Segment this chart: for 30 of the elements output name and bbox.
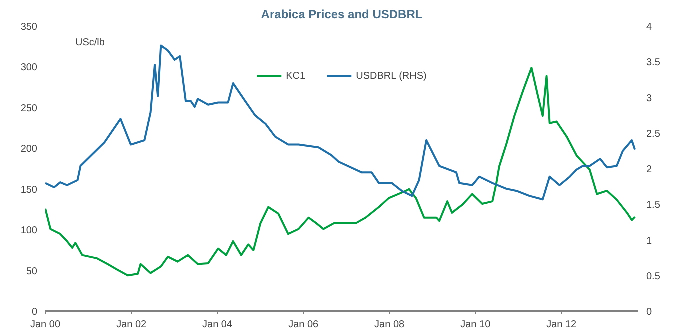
y2-tick-label: 2.5 bbox=[646, 128, 661, 140]
y-tick-label: 100 bbox=[20, 226, 38, 237]
chart-title: Arabica Prices and USDBRL bbox=[261, 8, 423, 22]
y2-tick-label: 3 bbox=[646, 93, 652, 104]
y2-tick-label: 1.5 bbox=[646, 200, 661, 212]
line-series bbox=[46, 44, 636, 201]
y2-tick-label: 0 bbox=[646, 307, 652, 318]
x-tick-label: Jan 04 bbox=[202, 320, 233, 330]
x-tick-label: Jan 00 bbox=[30, 320, 61, 330]
y2-tick-label: 4 bbox=[646, 22, 652, 33]
y-tick-label: 350 bbox=[20, 22, 38, 33]
y-tick-label: 150 bbox=[20, 184, 38, 196]
y2-tick-label: 2 bbox=[646, 164, 652, 176]
x-tick-label: Jan 10 bbox=[460, 320, 492, 330]
y-tick-label: 50 bbox=[26, 266, 38, 278]
x-tick-label: Jan 06 bbox=[288, 320, 320, 330]
y-tick-label: 300 bbox=[20, 62, 38, 74]
y-tick-label: 0 bbox=[32, 307, 38, 318]
line-series bbox=[46, 67, 636, 277]
x-tick-label: Jan 08 bbox=[374, 320, 406, 330]
y-tick-label: 200 bbox=[20, 144, 38, 156]
y2-tick-label: 0.5 bbox=[646, 271, 661, 282]
x-tick-label: Jan 12 bbox=[546, 320, 578, 330]
y-tick-label: 250 bbox=[20, 103, 38, 114]
legend-label: KC1 bbox=[286, 70, 306, 82]
legend-label: USDBRL (RHS) bbox=[356, 70, 427, 82]
y2-tick-label: 3.5 bbox=[646, 58, 661, 69]
y2-tick-label: 1 bbox=[646, 236, 652, 247]
x-tick-label: Jan 02 bbox=[116, 320, 148, 330]
y-axis-title: USc/lb bbox=[76, 38, 106, 48]
